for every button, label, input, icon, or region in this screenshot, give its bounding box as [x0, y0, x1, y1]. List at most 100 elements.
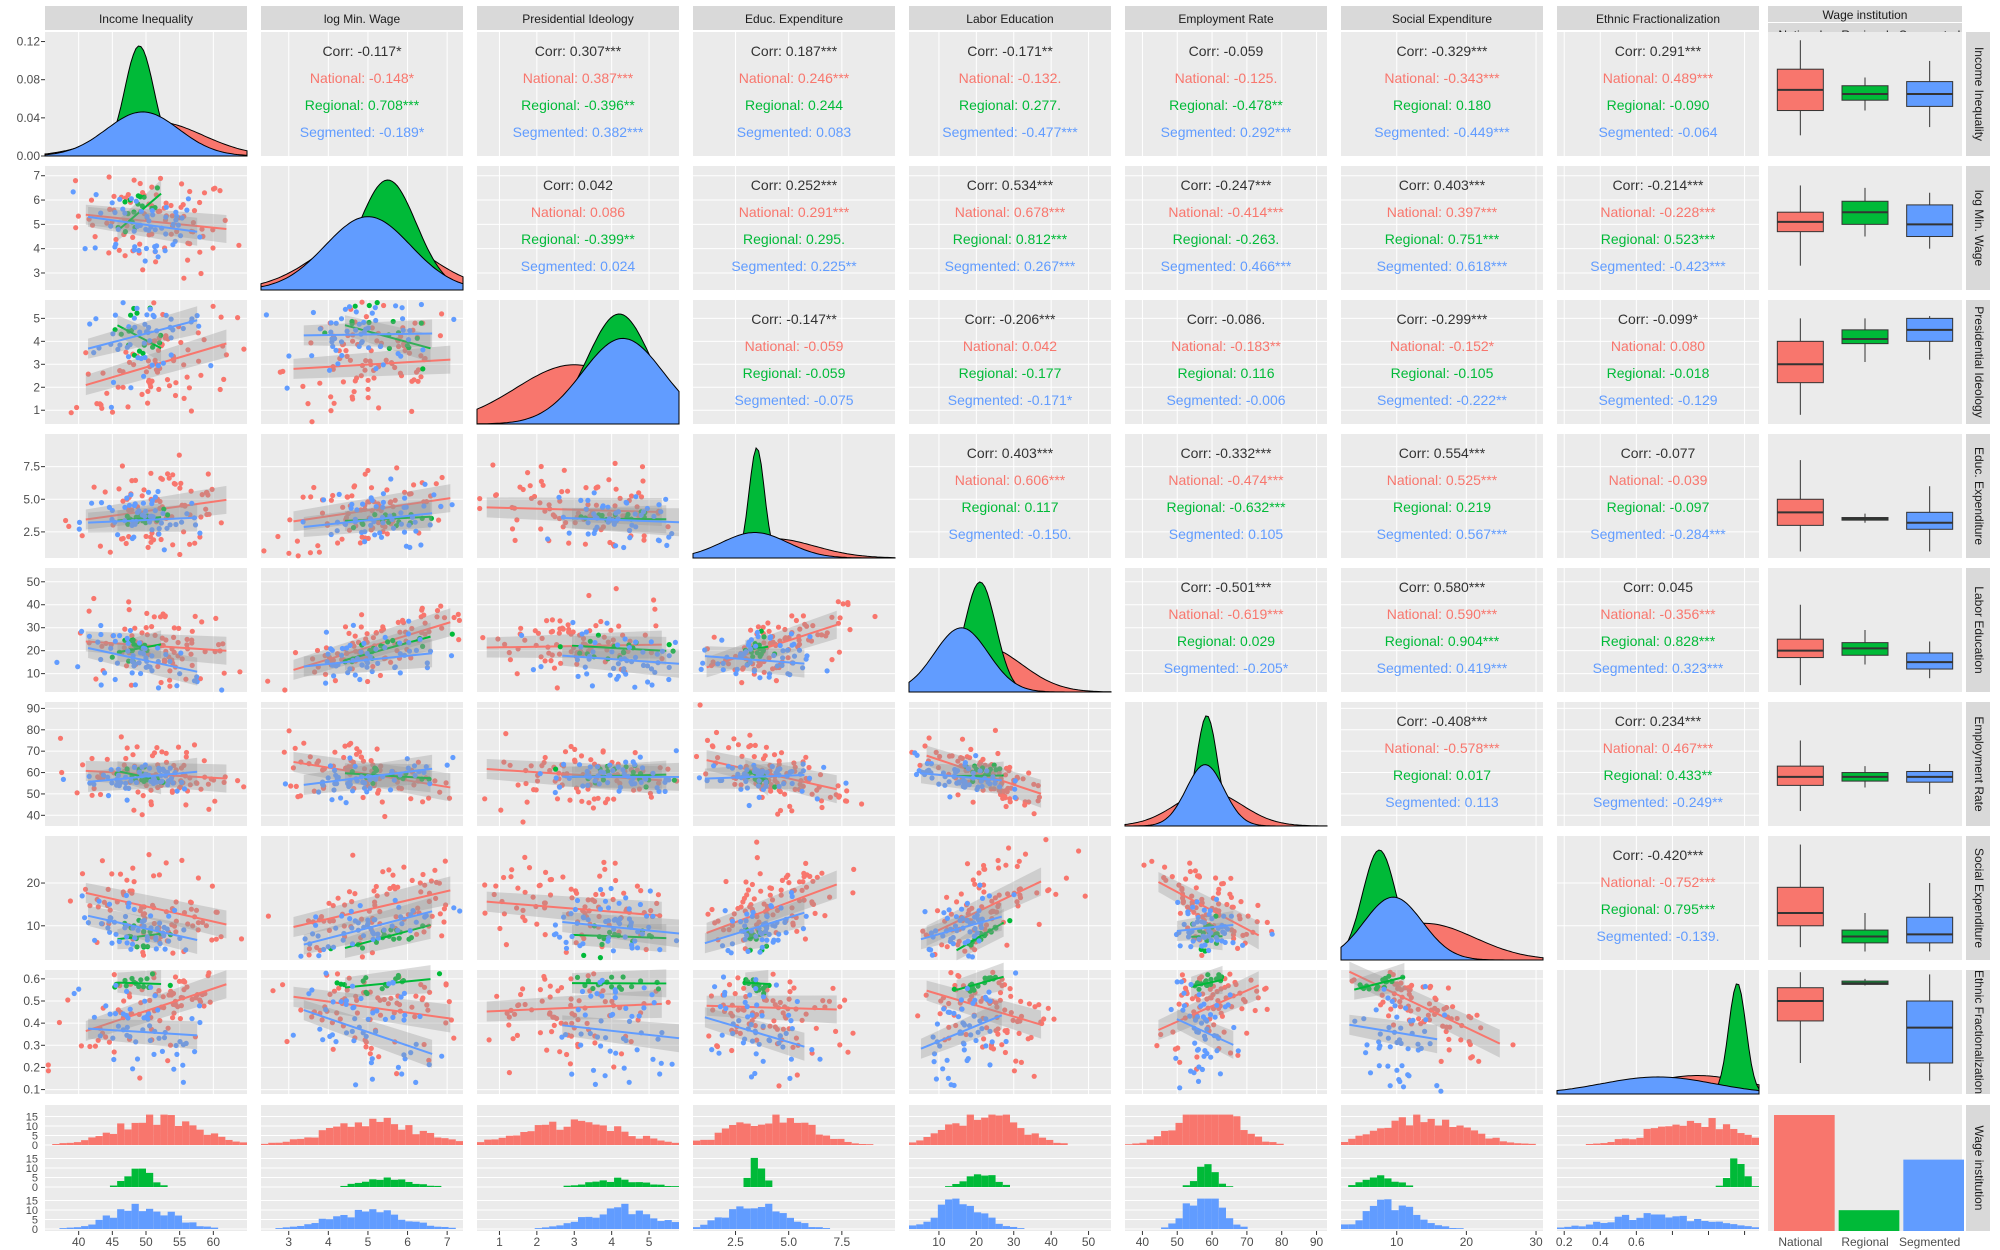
scatter-point	[134, 310, 140, 316]
box-body	[1906, 916, 1954, 944]
scatter-point	[235, 315, 241, 321]
scatter-point	[535, 630, 542, 636]
scatter-point	[615, 642, 621, 648]
correlation-label: Regional: -0.478**	[1169, 97, 1283, 113]
scatter-point	[411, 482, 417, 488]
correlation-label: Segmented: -0.171*	[948, 392, 1073, 408]
scatter-point	[144, 213, 150, 220]
scatter-point	[360, 794, 366, 801]
correlation-label: National: 0.467***	[1603, 740, 1714, 756]
scatter-point	[309, 987, 315, 993]
scatter-point	[414, 335, 420, 341]
scatter-point	[786, 880, 792, 886]
y-tick-label: 40	[27, 598, 41, 612]
scatter-point	[392, 497, 398, 503]
scatter-point	[1238, 899, 1244, 905]
scatter-point	[431, 492, 437, 498]
scatter-point	[934, 908, 941, 914]
scatter-point	[443, 981, 449, 987]
correlation-label: Regional: 0.433**	[1604, 767, 1714, 783]
scatter-point	[402, 347, 408, 354]
scatter-point	[802, 936, 809, 942]
scatter-point	[366, 345, 372, 351]
scatter-point	[288, 783, 294, 789]
column-strip	[909, 6, 1111, 30]
scatter-point	[374, 300, 380, 306]
scatter-point	[56, 1019, 63, 1026]
scatter-point	[187, 188, 193, 195]
scatter-point	[629, 1013, 635, 1019]
scatter-point	[106, 901, 113, 907]
scatter-point	[313, 922, 319, 928]
scatter-point	[146, 218, 152, 224]
scatter-point	[520, 819, 526, 825]
scatter-point	[641, 985, 647, 991]
scatter-point	[157, 614, 164, 620]
scatter-point	[365, 386, 371, 392]
scatter-point	[411, 377, 417, 383]
scatter-point	[794, 928, 800, 934]
scatter-point	[581, 952, 587, 959]
scatter-point	[140, 952, 147, 958]
scatter-point	[168, 231, 174, 237]
correlation-label: Regional: 0.180	[1393, 97, 1491, 113]
scatter-point	[315, 543, 321, 549]
scatter-point	[586, 592, 592, 599]
scatter-point	[611, 1064, 617, 1070]
scatter-point	[433, 481, 439, 487]
correlation-label: Segmented: -0.150.	[949, 526, 1072, 542]
correlation-label: Corr: 0.580***	[1399, 579, 1486, 595]
scatter-point	[113, 982, 119, 988]
scatter-point	[788, 1018, 794, 1024]
scatter-point	[406, 345, 412, 351]
scatter-point	[569, 1071, 575, 1077]
scatter-point	[457, 908, 463, 914]
scatter-point	[131, 807, 137, 813]
y-tick-label: 15	[26, 1154, 38, 1166]
scatter-point	[972, 881, 978, 887]
scatter-point	[791, 641, 797, 647]
panel-3-4: Corr: 0.403***National: 0.606***Regional…	[909, 434, 1111, 558]
scatter-point	[131, 906, 137, 913]
scatter-point	[579, 631, 585, 637]
correlation-label: Corr: -0.099*	[1618, 311, 1699, 327]
scatter-point	[621, 890, 627, 896]
scatter-point	[1046, 887, 1052, 893]
scatter-point	[333, 347, 339, 353]
scatter-point	[506, 1070, 512, 1076]
scatter-point	[451, 1035, 457, 1041]
scatter-point	[1264, 919, 1270, 926]
scatter-point	[221, 376, 227, 382]
scatter-point	[731, 736, 737, 742]
scatter-point	[199, 226, 205, 232]
scatter-point	[376, 1054, 382, 1060]
y-tick-label: 50	[27, 787, 41, 801]
scatter-point	[349, 983, 356, 989]
x-tick-label: 3	[571, 1235, 578, 1249]
scatter-point	[130, 1066, 136, 1072]
scatter-point	[356, 343, 362, 349]
scatter-point	[418, 374, 424, 380]
scatter-point	[1207, 908, 1213, 914]
scatter-point	[71, 990, 77, 997]
panel-background	[1125, 32, 1327, 156]
scatter-point	[290, 1032, 296, 1038]
scatter-point	[819, 870, 825, 876]
scatter-point	[451, 316, 457, 322]
scatter-point	[65, 997, 71, 1003]
correlation-label: Regional: 0.295.	[743, 231, 845, 247]
correlation-label: National: 0.291***	[739, 204, 850, 220]
scatter-point	[649, 682, 655, 688]
scatter-point	[80, 762, 86, 768]
scatter-point	[720, 974, 727, 980]
scatter-point	[141, 487, 147, 493]
scatter-point	[308, 340, 314, 346]
scatter-point	[130, 752, 136, 758]
scatter-point	[544, 618, 550, 624]
scatter-point	[872, 613, 878, 620]
scatter-point	[1187, 868, 1193, 875]
scatter-point	[158, 679, 164, 686]
correlation-label: Segmented: -0.222**	[1377, 392, 1508, 408]
scatter-point	[1162, 864, 1168, 870]
